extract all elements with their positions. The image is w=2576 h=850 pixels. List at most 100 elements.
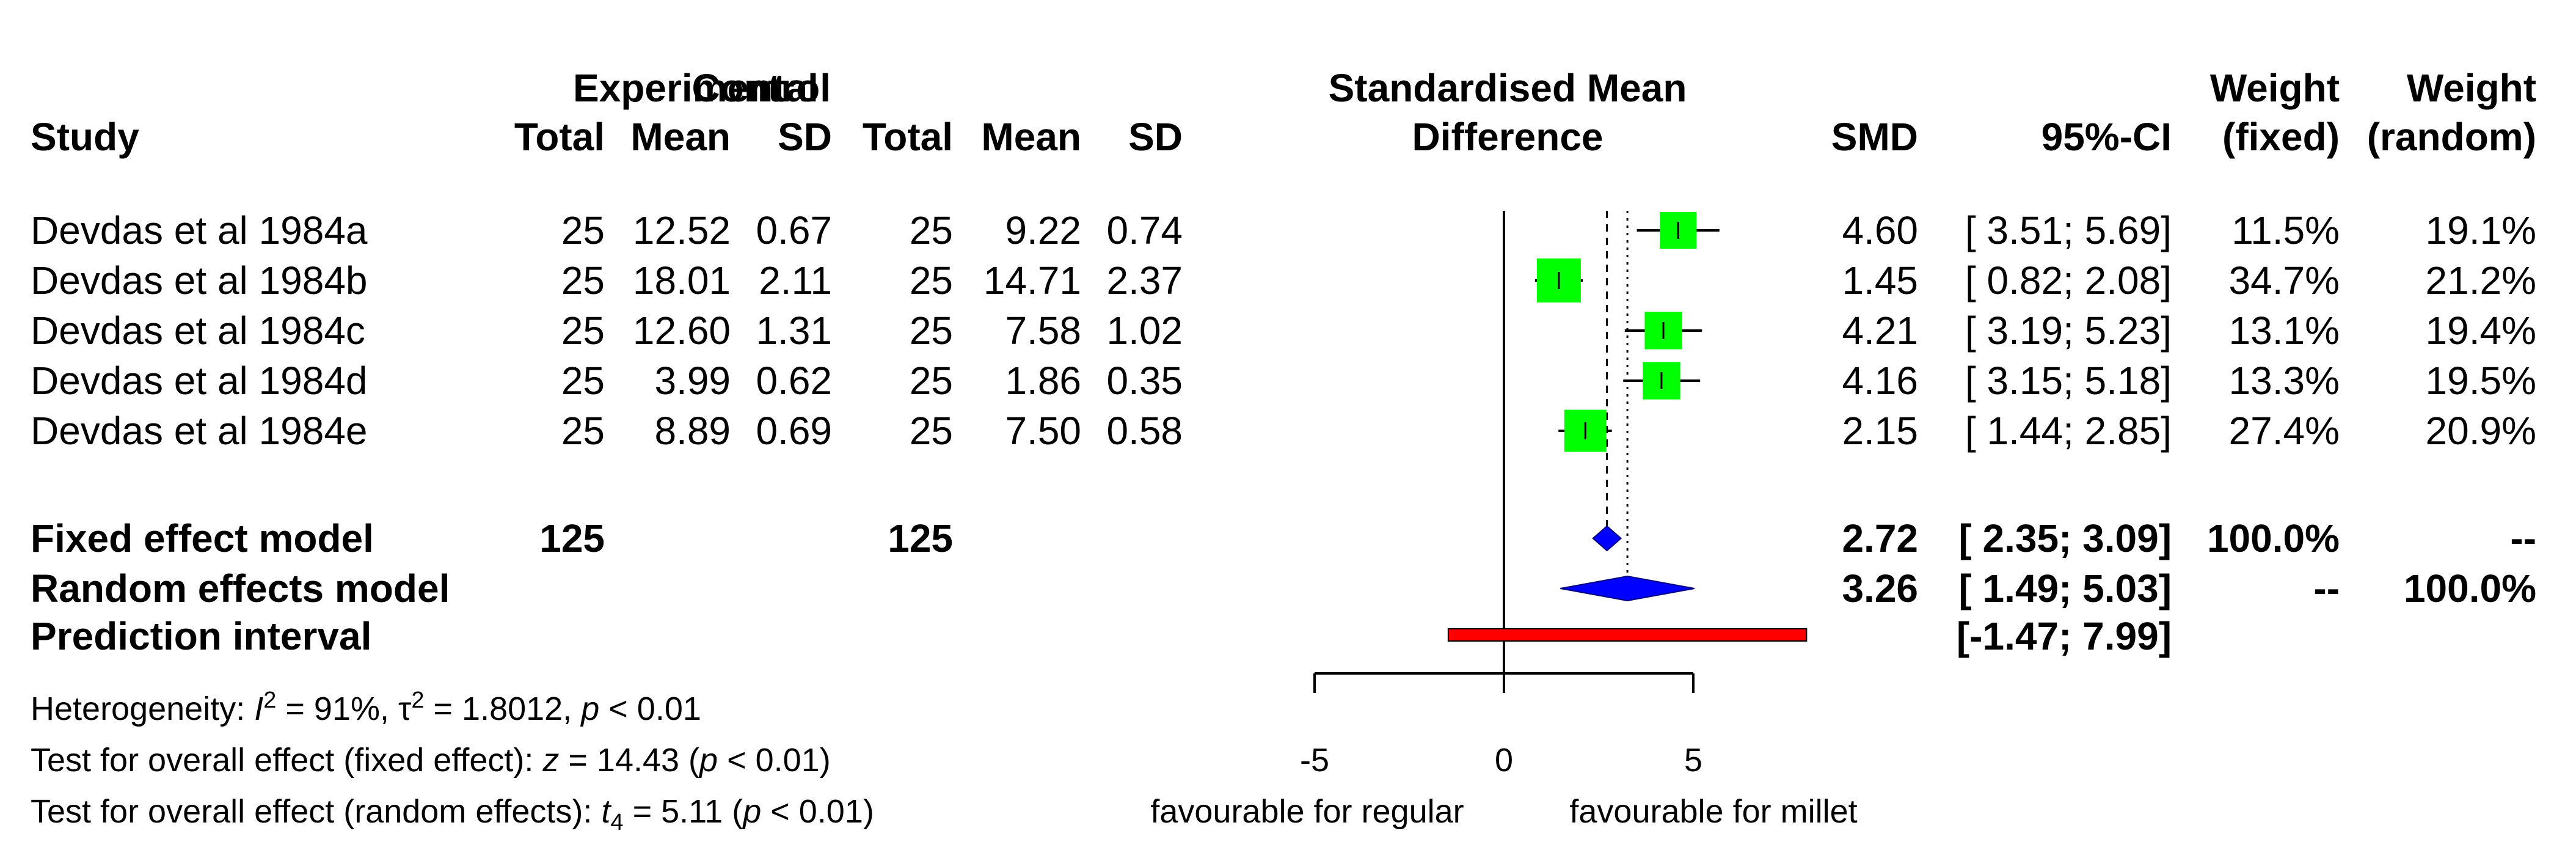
smd-value: 4.21 [1842,309,1918,353]
table-row: Devdas et al 1984c 25 12.60 1.31 25 7.58 1.02 4… [31,309,2536,353]
header-study: Study [31,115,139,159]
prediction-interval-label: Prediction interval [31,614,371,658]
e-total: 25 [561,309,605,353]
header-c-sd: SD [1128,115,1183,159]
header-random: (random) [2367,115,2536,159]
e-total: 25 [561,359,605,403]
random-effects-label: Random effects model [31,566,450,610]
c-sd: 0.58 [1106,409,1183,453]
e-total: 25 [561,208,605,252]
c-mean: 7.50 [1005,409,1081,453]
c-mean: 9.22 [1005,208,1081,252]
table-rows: Devdas et al 1984a 25 12.52 0.67 25 9.22 0.74 4… [31,208,2536,658]
c-mean: 7.58 [1005,309,1081,353]
e-sd: 2.11 [759,258,832,302]
weight-random: 20.9% [2426,409,2536,453]
ci-value: [ 3.19; 5.23] [1965,309,2172,353]
random-effects-weight-random: 100.0% [2404,566,2536,610]
ci-value: [ 0.82; 2.08] [1965,258,2172,302]
x-tick-label: 5 [1684,742,1702,779]
table-row: Devdas et al 1984d 25 3.99 0.62 25 1.86 0.35 4.… [31,359,2536,403]
column-headers: Experimental Control Standardised Mean W… [31,66,2536,159]
random-effects-smd: 3.26 [1842,566,1918,610]
plot-area: -5 0 5 [1300,211,1808,779]
e-sd: 0.62 [756,359,832,403]
c-total: 25 [910,409,953,453]
table-row: Devdas et al 1984e 25 8.89 0.69 25 7.50 0.58 2.… [31,409,2536,453]
c-sd: 1.02 [1106,309,1183,353]
e-mean: 8.89 [654,409,731,453]
x-tick-label: 0 [1495,742,1513,779]
smd-value: 2.15 [1842,409,1918,453]
fixed-effect-ci: [ 2.35; 3.09] [1958,516,2172,560]
header-smd: SMD [1831,115,1918,159]
prediction-interval-row: Prediction interval [-1.47; 7.99] [31,614,2172,658]
header-e-mean: Mean [630,115,731,159]
random-effects-weight-fixed: -- [2313,566,2340,610]
smd-value: 4.60 [1842,208,1918,252]
e-total: 25 [561,409,605,453]
test-random-text: Test for overall effect (random effects)… [31,793,874,835]
header-e-total: Total [514,115,605,159]
weight-random: 19.4% [2426,309,2536,353]
fixed-effect-weight-random: -- [2510,516,2536,560]
fixed-effect-e-total: 125 [539,516,605,560]
e-sd: 0.67 [756,208,832,252]
prediction-interval-ci: [-1.47; 7.99] [1957,614,2172,658]
x-tick-label: -5 [1300,742,1329,779]
test-fixed-text: Test for overall effect (fixed effect): … [31,742,831,779]
fixed-effect-c-total: 125 [888,516,953,560]
header-fixed: (fixed) [2222,115,2340,159]
ci-value: [ 3.51; 5.69] [1965,208,2172,252]
study-name: Devdas et al 1984a [31,208,368,252]
table-row: Devdas et al 1984a 25 12.52 0.67 25 9.22 0.74 4… [31,208,2536,252]
ci-value: [ 1.44; 2.85] [1965,409,2172,453]
weight-random: 19.5% [2426,359,2536,403]
weight-random: 19.1% [2426,208,2536,252]
header-control: Control [692,66,831,110]
weight-fixed: 13.1% [2229,309,2340,353]
random-effects-ci: [ 1.49; 5.03] [1958,566,2172,610]
weight-fixed: 34.7% [2229,258,2340,302]
header-smd-title-2: Difference [1412,115,1604,159]
study-name: Devdas et al 1984d [31,359,368,403]
header-c-mean: Mean [981,115,1081,159]
e-total: 25 [561,258,605,302]
weight-random: 21.2% [2426,258,2536,302]
header-e-sd: SD [778,115,832,159]
c-total: 25 [910,258,953,302]
header-weight-fixed-top: Weight [2210,66,2340,110]
e-mean: 12.60 [633,309,731,353]
e-mean: 18.01 [633,258,731,302]
c-total: 25 [910,359,953,403]
header-ci: 95%-CI [2041,115,2172,159]
table-row: Devdas et al 1984b 25 18.01 2.11 25 14.71 2.37… [31,258,2536,302]
header-smd-title-1: Standardised Mean [1329,66,1687,110]
heterogeneity-text: Heterogeneity: I2 = 91%, τ2 = 1.8012, p … [31,687,701,727]
weight-fixed: 13.3% [2229,359,2340,403]
study-name: Devdas et al 1984e [31,409,368,453]
c-sd: 0.35 [1106,359,1183,403]
study-name: Devdas et al 1984b [31,258,368,302]
e-mean: 3.99 [654,359,731,403]
fixed-effect-diamond [1592,525,1622,552]
c-sd: 0.74 [1106,208,1183,252]
label-favourable-regular: favourable for regular [1150,793,1464,830]
e-sd: 1.31 [756,309,832,353]
header-experimental: Experimental [573,66,819,110]
fixed-effect-label: Fixed effect model [31,516,374,560]
e-sd: 0.69 [756,409,832,453]
weight-fixed: 27.4% [2229,409,2340,453]
header-c-total: Total [863,115,953,159]
c-total: 25 [910,309,953,353]
c-sd: 2.37 [1106,258,1183,302]
e-mean: 12.52 [633,208,731,252]
random-effects-diamond [1560,575,1695,602]
statistics: Heterogeneity: I2 = 91%, τ2 = 1.8012, p … [31,687,1858,835]
c-mean: 1.86 [1005,359,1081,403]
fixed-effect-weight-fixed: 100.0% [2207,516,2340,560]
prediction-interval-bar [1447,628,1808,642]
header-weight-random-top: Weight [2407,66,2536,110]
weight-fixed: 11.5% [2231,208,2340,252]
